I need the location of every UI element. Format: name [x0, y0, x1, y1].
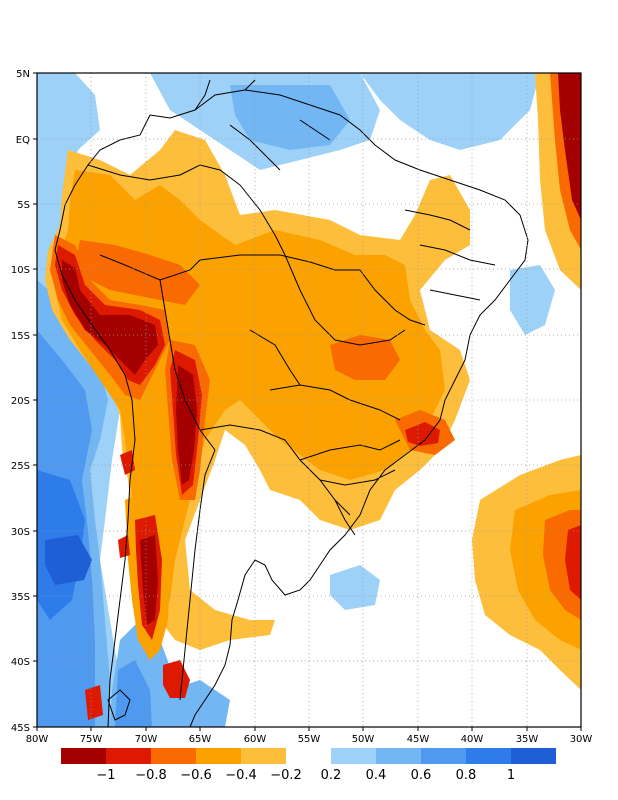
- colorbar-swatch: [466, 748, 511, 764]
- peru-negative-core: [62, 260, 158, 375]
- colorbar-label: −0.8: [135, 768, 167, 783]
- andes-positive-region-2: [115, 660, 152, 727]
- y-axis-labels: 5N EQ 5S 10S 15S 20S 25S 30S 35S 40S 45S: [11, 69, 30, 734]
- grid-lines: [37, 73, 581, 727]
- colorbar-swatch: [241, 748, 286, 764]
- atlantic-north-negative-core: [558, 73, 581, 220]
- colorbar-swatch: [106, 748, 151, 764]
- x-label: 65W: [189, 734, 212, 745]
- colorbar-swatch: [421, 748, 466, 764]
- y-label: 5N: [16, 69, 30, 80]
- y-label: 10S: [11, 265, 30, 276]
- colorbar-label: 0.6: [411, 768, 432, 783]
- colorbar-swatch: [61, 748, 106, 764]
- y-label: 25S: [11, 461, 30, 472]
- atlantic-south-negative-core: [565, 525, 581, 600]
- x-label: 30W: [570, 734, 593, 745]
- x-label: 80W: [26, 734, 49, 745]
- colorbar-label: −0.4: [225, 768, 257, 783]
- colorbar-swatch: [376, 748, 421, 764]
- chile-negative-dots: [85, 450, 135, 720]
- colorbar-swatch: [331, 748, 376, 764]
- andes-negative-strip-core: [176, 365, 197, 485]
- x-axis-labels: 80W 75W 70W 65W 60W 55W 50W 45W 40W 35W …: [26, 734, 593, 745]
- colorbar-label: −1: [96, 768, 115, 783]
- colorbar-label: −0.6: [180, 768, 212, 783]
- southern-andes-negative-core: [140, 535, 158, 625]
- x-label: 40W: [461, 734, 484, 745]
- x-label: 45W: [407, 734, 430, 745]
- y-label: 15S: [11, 331, 30, 342]
- colorbar-swatch: [511, 748, 556, 764]
- tick-marks: [33, 72, 582, 731]
- x-label: 75W: [80, 734, 103, 745]
- colorbar-label: 0.2: [321, 768, 342, 783]
- y-label: 40S: [11, 657, 30, 668]
- y-label: 35S: [11, 592, 30, 603]
- x-label: 55W: [298, 734, 321, 745]
- southeast-negative-core: [405, 422, 440, 446]
- colorbar-swatch: [151, 748, 196, 764]
- colorbar-label: 1: [507, 768, 515, 783]
- atlantic-positive-region: [510, 265, 555, 335]
- x-label: 50W: [352, 734, 375, 745]
- atlantic-south-positive-region: [330, 565, 380, 610]
- x-label: 35W: [516, 734, 539, 745]
- y-label: 30S: [11, 527, 30, 538]
- x-label: 70W: [135, 734, 158, 745]
- colorbar: −1 −0.8 −0.6 −0.4 −0.2 0.2 0.4 0.6 0.8 1: [61, 748, 556, 783]
- y-label: 5S: [17, 200, 30, 211]
- x-label: 60W: [244, 734, 267, 745]
- colorbar-label: 0.4: [366, 768, 387, 783]
- amazon-negative-region: [75, 240, 200, 305]
- colorbar-label: −0.2: [270, 768, 302, 783]
- y-label: EQ: [16, 135, 30, 146]
- pacific-positive-core-2: [45, 535, 92, 585]
- y-label: 45S: [11, 723, 30, 734]
- central-negative-region: [330, 335, 400, 380]
- y-label: 20S: [11, 396, 30, 407]
- colorbar-label: 0.8: [456, 768, 477, 783]
- shaded-fields: [37, 73, 581, 727]
- colorbar-swatch: [196, 748, 241, 764]
- northeast-positive-region: [360, 73, 540, 150]
